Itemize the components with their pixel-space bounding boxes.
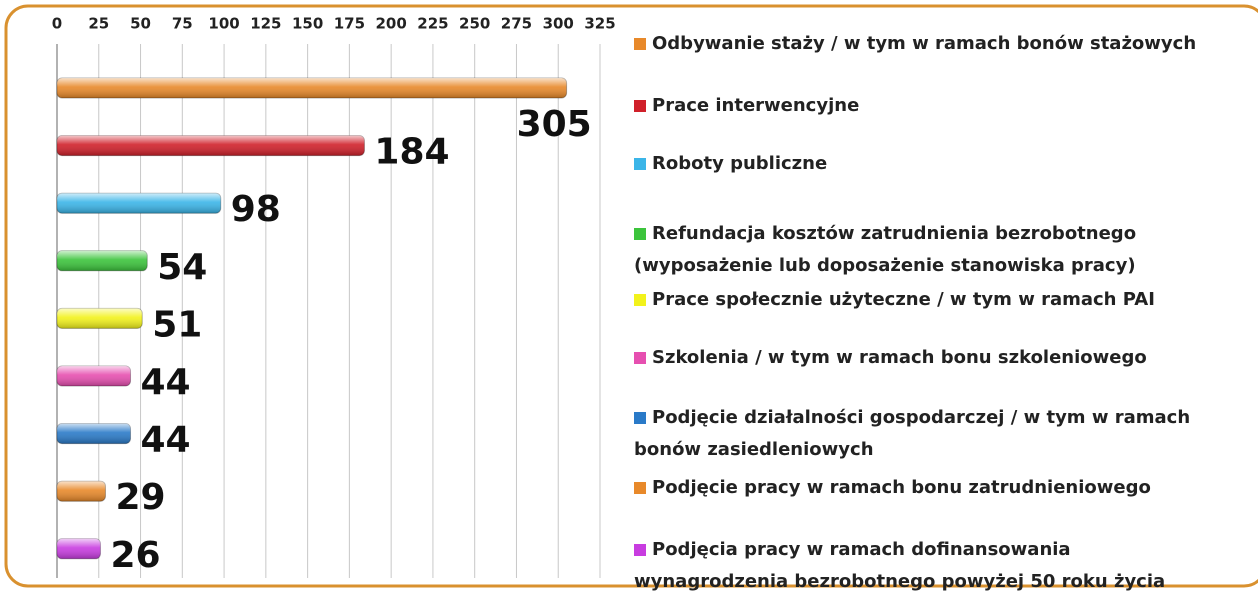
x-tick-label: 250 bbox=[459, 15, 490, 33]
legend-label: Szkolenia / w tym w ramach bonu szkoleni… bbox=[652, 347, 1147, 368]
legend-swatch bbox=[634, 228, 646, 240]
x-tick-label: 275 bbox=[501, 15, 532, 33]
legend-item: Podjęcie działalności gospodarczej / w t… bbox=[634, 402, 1254, 466]
legend-item: Prace interwencyjne bbox=[634, 90, 1254, 122]
bar-sheen bbox=[57, 135, 365, 156]
bar-sheen bbox=[57, 423, 131, 444]
bar-sheen bbox=[57, 481, 106, 502]
legend-swatch bbox=[634, 38, 646, 50]
x-tick-label: 100 bbox=[208, 15, 239, 33]
bar-sheen bbox=[57, 193, 221, 214]
x-tick-label: 325 bbox=[584, 15, 615, 33]
value-label: 184 bbox=[374, 132, 449, 173]
bar-sheen bbox=[57, 308, 143, 329]
value-label: 26 bbox=[110, 535, 160, 576]
legend-label: Refundacja kosztów zatrudnienia bezrobot… bbox=[634, 223, 1137, 276]
legend-swatch bbox=[634, 294, 646, 306]
value-label: 51 bbox=[152, 304, 202, 345]
x-tick-label: 0 bbox=[52, 15, 62, 33]
legend-label: Odbywanie staży / w tym w ramach bonów s… bbox=[652, 33, 1197, 54]
legend-swatch bbox=[634, 482, 646, 494]
legend-swatch bbox=[634, 544, 646, 556]
legend-label: Podjęcia pracy w ramach dofinansowania w… bbox=[634, 539, 1166, 592]
legend-label: Prace społecznie użyteczne / w tym w ram… bbox=[652, 289, 1155, 310]
x-tick-label: 225 bbox=[417, 15, 448, 33]
x-tick-label: 300 bbox=[543, 15, 574, 33]
x-tick-label: 150 bbox=[292, 15, 323, 33]
legend-swatch bbox=[634, 412, 646, 424]
legend-item: Podjęcie pracy w ramach bonu zatrudnieni… bbox=[634, 472, 1254, 504]
legend-label: Podjęcie pracy w ramach bonu zatrudnieni… bbox=[652, 477, 1151, 498]
bar-sheen bbox=[57, 250, 148, 271]
frame bbox=[4, 4, 1258, 588]
x-tick-label: 25 bbox=[88, 15, 109, 33]
legend-item: Podjęcia pracy w ramach dofinansowania w… bbox=[634, 534, 1254, 592]
legend-swatch bbox=[634, 100, 646, 112]
legend-label: Podjęcie działalności gospodarczej / w t… bbox=[634, 407, 1191, 460]
bar-sheen bbox=[57, 538, 101, 559]
legend-item: Odbywanie staży / w tym w ramach bonów s… bbox=[634, 28, 1254, 60]
legend-item: Prace społecznie użyteczne / w tym w ram… bbox=[634, 284, 1254, 316]
x-tick-label: 125 bbox=[250, 15, 281, 33]
bar-sheen bbox=[57, 78, 567, 98]
value-label: 29 bbox=[115, 477, 165, 518]
value-label: 44 bbox=[141, 420, 191, 461]
value-label: 98 bbox=[231, 189, 281, 230]
legend-item: Roboty publiczne bbox=[634, 148, 1254, 180]
x-tick-label: 50 bbox=[130, 15, 151, 33]
value-label: 54 bbox=[157, 247, 207, 288]
value-label: 305 bbox=[517, 104, 592, 145]
legend-label: Roboty publiczne bbox=[652, 153, 828, 174]
bar-sheen bbox=[57, 366, 131, 386]
legend-item: Refundacja kosztów zatrudnienia bezrobot… bbox=[634, 218, 1254, 282]
legend-swatch bbox=[634, 352, 646, 364]
x-tick-label: 200 bbox=[375, 15, 406, 33]
value-label: 44 bbox=[141, 362, 191, 403]
legend-swatch bbox=[634, 158, 646, 170]
legend-item: Szkolenia / w tym w ramach bonu szkoleni… bbox=[634, 342, 1254, 374]
x-tick-label: 175 bbox=[334, 15, 365, 33]
x-tick-label: 75 bbox=[172, 15, 193, 33]
legend-label: Prace interwencyjne bbox=[652, 95, 860, 116]
